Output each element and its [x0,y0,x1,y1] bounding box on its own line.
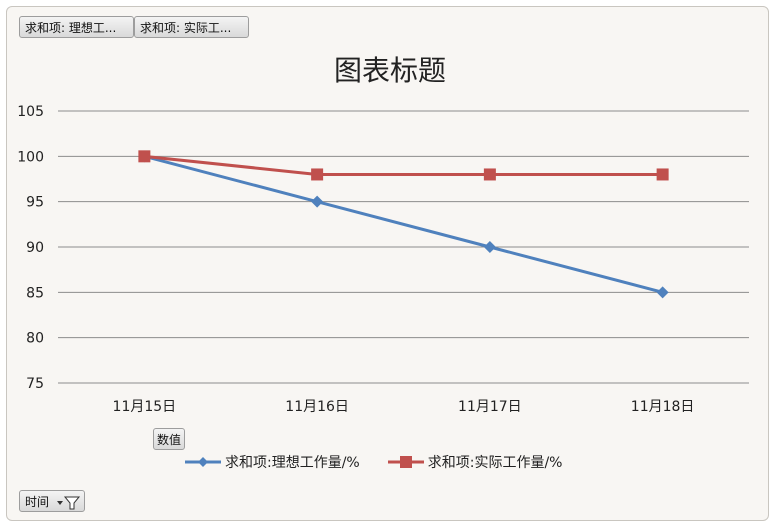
grid-lines [58,110,749,384]
x-axis-tick-labels: 11月15日 11月16日 11月17日 11月18日 [113,399,695,415]
series-2-point [483,168,496,181]
values-field-button[interactable]: 数值 [153,428,185,450]
x-tick-label: 11月16日 [285,399,349,415]
series-2-point [656,168,669,181]
legend-label-series1: 求和项:理想工作量/% [225,455,360,471]
x-tick-label: 11月18日 [631,399,695,415]
y-tick-label: 95 [26,195,44,211]
axis-field-label: 时间 [25,495,50,509]
series-1-point [483,241,496,253]
y-tick-label: 90 [26,240,44,256]
series1-field-button[interactable]: 求和项: 理想工... [19,16,134,38]
legend-square-icon [387,456,424,468]
x-tick-label: 11月15日 [113,399,177,415]
legend-label-series2: 求和项:实际工作量/% [427,455,563,471]
chart-area [6,6,769,521]
y-tick-label: 85 [26,285,44,301]
y-tick-label: 80 [26,331,44,347]
legend: 求和项:理想工作量/% 求和项:实际工作量/% [185,452,591,472]
filter-icon[interactable] [56,496,81,510]
y-tick-label: 75 [26,376,44,392]
chart-title: 图表标题 [334,54,446,87]
series-2-point [311,168,324,181]
series-lines [143,154,664,294]
y-tick-label: 105 [17,104,44,120]
y-tick-label: 100 [17,149,44,165]
legend-item-series1: 求和项:理想工作量/% [185,452,360,472]
series-line-1 [143,154,664,294]
series-2-point [138,150,151,163]
legend-diamond-icon [185,457,221,467]
series-line-2 [144,154,663,176]
axis-field-button[interactable]: 时间 [19,490,85,512]
legend-item-series2: 求和项:实际工作量/% [387,452,563,472]
series-1-point [656,286,669,299]
y-axis-tick-labels: 75 80 85 90 95 100 105 [17,104,44,392]
x-tick-label: 11月17日 [458,399,522,415]
series-markers [138,150,669,299]
series2-field-button[interactable]: 求和项: 实际工... [134,16,249,38]
series-1-point [311,195,324,208]
